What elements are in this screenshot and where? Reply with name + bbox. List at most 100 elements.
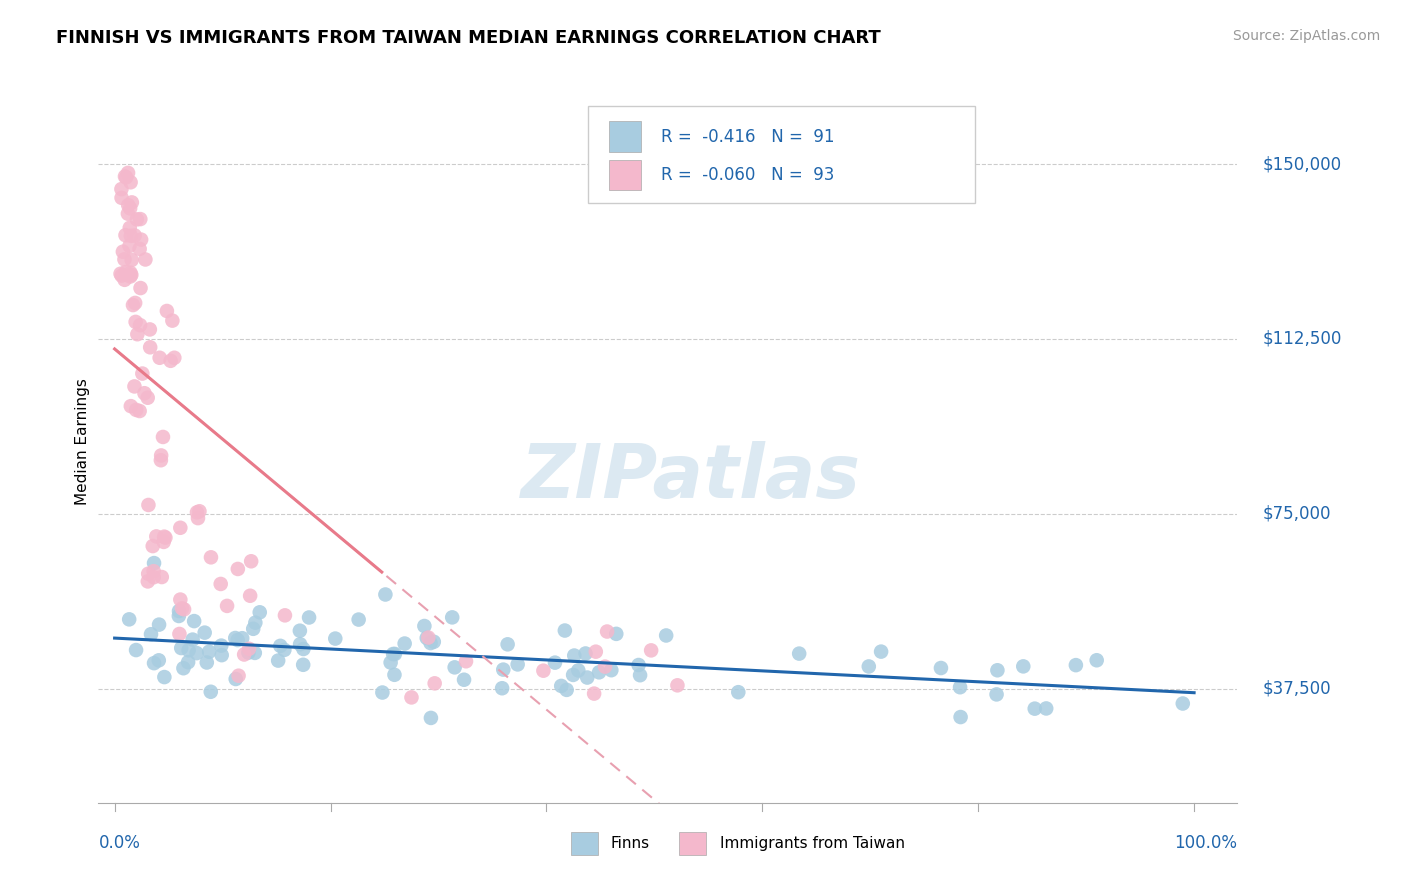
Point [129,233,152,247]
Point [128,242,150,256]
Point [506,657,529,672]
Point [124,296,146,310]
Point [231,631,253,645]
Point [787,647,810,661]
Point [413,619,436,633]
FancyBboxPatch shape [588,105,976,203]
Point [209,639,232,653]
Point [243,646,266,660]
Point [655,628,678,642]
Point [139,627,162,641]
Point [181,632,204,647]
Point [233,648,256,662]
Text: Source: ZipAtlas.com: Source: ZipAtlas.com [1233,29,1381,43]
Point [169,592,191,607]
Point [186,646,208,660]
Point [177,655,200,669]
Text: ZIPatlas: ZIPatlas [520,442,860,514]
Point [380,656,402,670]
Point [139,322,162,336]
Point [200,550,222,565]
Point [122,298,145,312]
Point [187,511,209,525]
Point [929,661,952,675]
Point [588,665,610,680]
Point [419,711,441,725]
Point [198,645,221,659]
Point [155,531,177,545]
Point [148,617,170,632]
Point [125,643,148,657]
Point [118,239,141,253]
Point [628,668,651,682]
Point [269,639,291,653]
Text: R =  -0.416   N =  91: R = -0.416 N = 91 [661,128,835,145]
Point [150,570,173,584]
Point [394,636,416,650]
Point [418,631,440,645]
Point [145,529,167,543]
Point [1012,659,1035,673]
Point [153,670,176,684]
Point [288,637,311,651]
Point [167,604,190,618]
Point [129,281,152,295]
Point [117,198,139,212]
Point [136,574,159,589]
Point [423,635,446,649]
Point [111,244,134,259]
Text: R =  -0.060   N =  93: R = -0.060 N = 93 [661,166,834,184]
Point [142,539,165,553]
Point [384,647,406,661]
Point [170,641,193,656]
Point [114,273,136,287]
Point [858,659,880,673]
Point [323,632,346,646]
Point [131,367,153,381]
Point [384,667,406,681]
Point [666,678,689,692]
Point [226,562,249,576]
Point [149,351,172,365]
Point [173,602,195,616]
Point [115,170,138,185]
Text: $112,500: $112,500 [1263,330,1341,348]
Point [195,656,218,670]
Point [382,647,405,661]
Point [127,327,149,342]
Point [870,645,893,659]
Point [136,566,159,581]
Point [273,643,295,657]
Point [298,610,321,624]
Point [583,687,606,701]
Point [134,252,156,267]
Point [496,637,519,651]
Point [544,656,567,670]
Point [138,498,160,512]
Point [118,220,141,235]
Point [120,228,142,243]
Point [163,351,186,365]
Point [156,304,179,318]
Point [242,622,264,636]
Point [401,690,423,705]
Point [169,627,191,641]
Point [117,166,139,180]
Point [627,658,650,673]
Point [153,530,176,544]
Point [110,182,132,196]
Point [562,648,585,663]
Point [121,195,143,210]
Bar [679,832,706,855]
Point [139,340,162,354]
Point [148,653,170,667]
Point [491,681,513,696]
Point [120,175,142,189]
Point [142,564,165,578]
Point [492,663,515,677]
Point [114,228,136,243]
Point [129,318,152,332]
Point [128,404,150,418]
Point [374,587,396,601]
Point [114,265,136,279]
